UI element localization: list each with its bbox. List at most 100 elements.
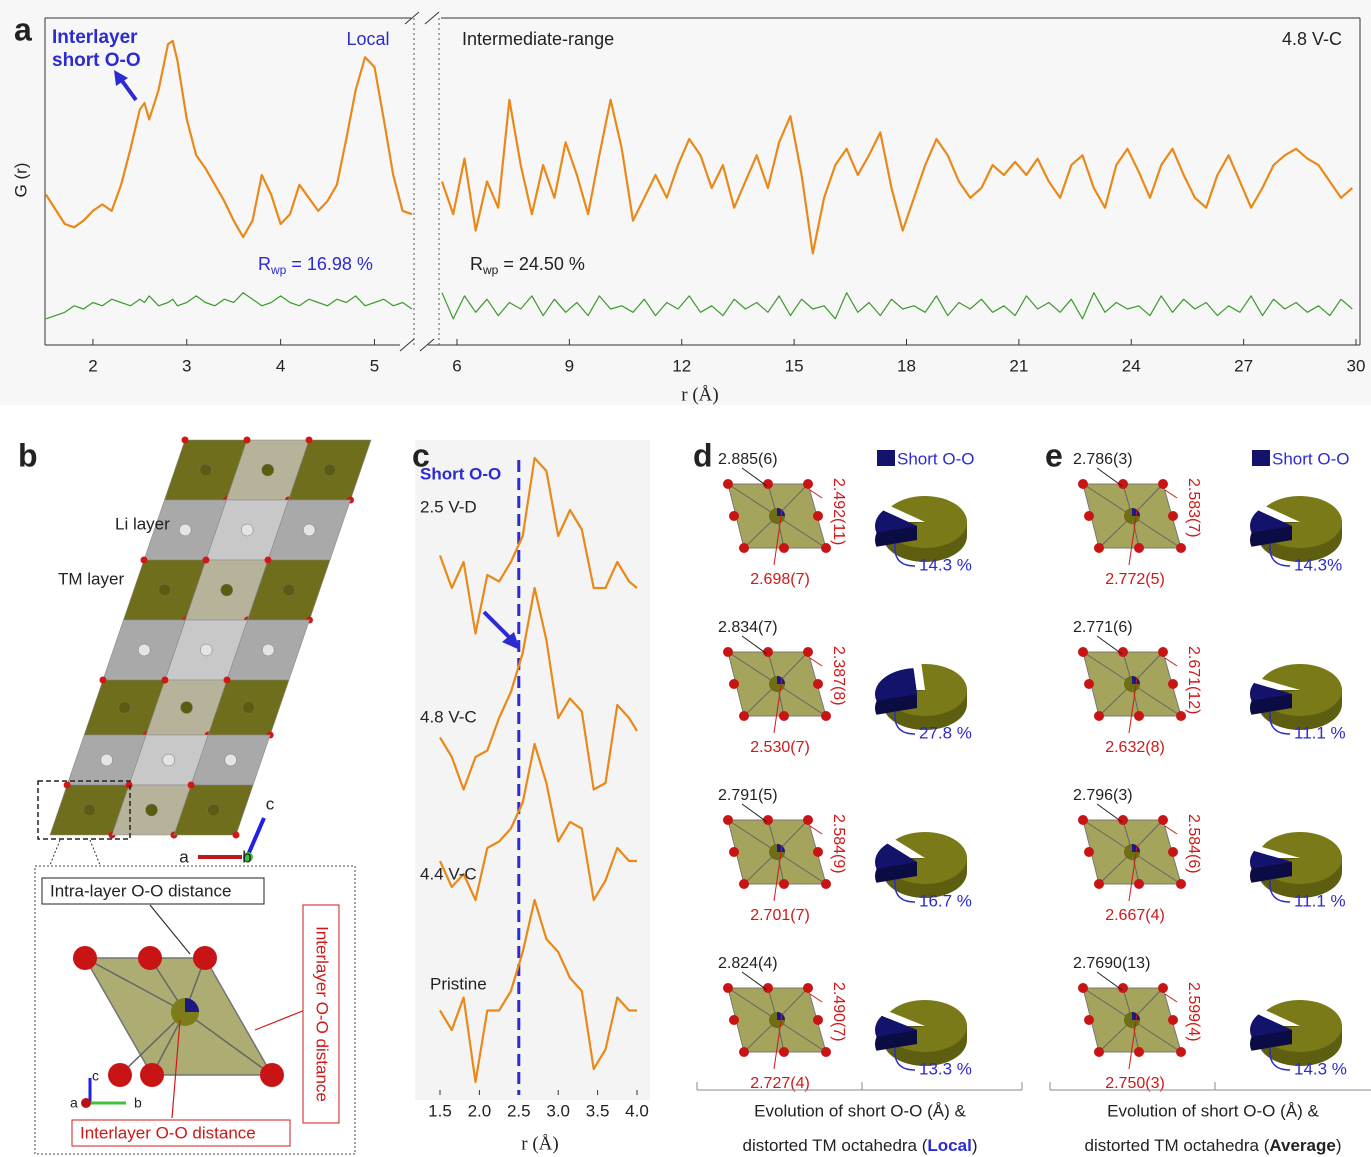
cross-distance: 2.698(7): [750, 571, 810, 588]
value-label: 16.7 %: [919, 891, 972, 910]
value-label: 14.3 %: [919, 555, 972, 574]
oxygen: [202, 557, 209, 564]
oxygen: [729, 847, 739, 857]
legend-label: Short O-O: [897, 449, 974, 468]
series-label: 4.8 V-C: [420, 707, 477, 726]
rwp-subscript: wp: [482, 263, 499, 277]
x-tick-label: 2.0: [468, 1101, 492, 1120]
oxygen: [1078, 479, 1088, 489]
inter-label: Interlayer O-O distance: [313, 926, 332, 1102]
x-tick-label: 21: [1009, 356, 1028, 375]
x-axis-label: r (Å): [521, 1133, 558, 1154]
oxygen: [1134, 1047, 1144, 1057]
panel-label: a: [14, 11, 32, 47]
inter-distance: 2.599(4): [1185, 982, 1202, 1042]
oxygen: [193, 946, 217, 970]
intra-distance: 2.796(3): [1073, 787, 1133, 804]
oxygen: [138, 946, 162, 970]
atom: [303, 524, 315, 536]
intra-distance: 2.885(6): [718, 451, 778, 468]
legend-swatch: [1252, 450, 1270, 466]
x-tick-label: 2: [88, 356, 97, 375]
caption-part: ): [1336, 1136, 1342, 1155]
oxygen: [813, 511, 823, 521]
oxygen: [1168, 847, 1178, 857]
caption-emphasis: Average: [1269, 1136, 1335, 1155]
figure: 2345Rwp = 16.98 %6912151821242730Rwp = 2…: [0, 0, 1371, 1157]
oxygen: [108, 1063, 132, 1087]
x-tick-label: 27: [1234, 356, 1253, 375]
axis-label: a: [179, 847, 189, 866]
oxygen: [779, 711, 789, 721]
x-tick-label: 24: [1122, 356, 1141, 375]
caption-part: ): [972, 1136, 978, 1155]
callout-arrow: [1097, 972, 1122, 990]
oxygen: [803, 983, 813, 993]
callout-line: [90, 840, 100, 865]
atom: [146, 804, 158, 816]
inter-distance: 2.584(6): [1185, 814, 1202, 874]
oxygen: [1134, 543, 1144, 553]
axis-dot: [81, 1098, 91, 1108]
intra-distance: 2.786(3): [1073, 451, 1133, 468]
axis-label: c: [266, 794, 275, 813]
x-tick-label: 3.5: [586, 1101, 610, 1120]
value-label: 11.1 %: [1294, 723, 1346, 742]
segment-title: Intermediate-range: [462, 29, 614, 49]
oxygen: [1094, 879, 1104, 889]
oxygen: [1158, 479, 1168, 489]
atom: [221, 584, 233, 596]
x-axis-label: r (Å): [681, 384, 718, 405]
oxygen: [233, 832, 240, 839]
value-label: 14.3%: [1294, 555, 1342, 574]
intra-distance: 2.771(6): [1073, 619, 1133, 636]
oxygen: [779, 879, 789, 889]
atom: [200, 464, 212, 476]
oxygen: [723, 647, 733, 657]
atom: [119, 702, 131, 714]
x-tick-label: 30: [1347, 356, 1366, 375]
oxygen: [1176, 1047, 1186, 1057]
layer-label: Li layer: [115, 514, 170, 533]
oxygen: [1084, 511, 1094, 521]
caption-part: distorted TM octahedra (: [743, 1136, 928, 1155]
oxygen: [1158, 983, 1168, 993]
oxygen: [821, 711, 831, 721]
oxygen: [73, 946, 97, 970]
rwp-symbol: R: [470, 254, 483, 274]
x-tick-label: 9: [565, 356, 574, 375]
reference-label: Short O-O: [420, 464, 501, 483]
x-tick-label: 18: [897, 356, 916, 375]
intra-label: Intra-layer O-O distance: [50, 881, 231, 900]
legend-swatch: [877, 450, 895, 466]
atom: [163, 754, 175, 766]
oxygen: [821, 879, 831, 889]
inter-distance: 2.583(7): [1185, 478, 1202, 538]
oxygen: [99, 677, 106, 684]
oxygen: [739, 711, 749, 721]
oxygen: [739, 879, 749, 889]
oxygen: [821, 1047, 831, 1057]
segment-subtitle: 4.8 V-C: [1282, 29, 1342, 49]
value-label: 27.8 %: [919, 723, 972, 742]
series-label: 4.4 V-C: [420, 864, 477, 883]
oxygen: [1168, 1015, 1178, 1025]
series-label: 2.5 V-D: [420, 497, 477, 516]
panel-c-background: [415, 440, 650, 1100]
inter-distance: 2.492(11): [830, 478, 847, 545]
callout-arrow: [150, 905, 190, 954]
intra-distance: 2.791(5): [718, 787, 778, 804]
atom: [208, 804, 220, 816]
callout-arrow: [1097, 636, 1122, 654]
cross-distance: 2.667(4): [1105, 907, 1165, 924]
x-tick-label: 15: [785, 356, 804, 375]
oxygen: [161, 677, 168, 684]
intra-distance: 2.7690(13): [1073, 955, 1150, 972]
x-tick-label: 6: [452, 356, 461, 375]
x-tick-label: 3: [182, 356, 191, 375]
oxygen: [729, 679, 739, 689]
oxygen: [723, 479, 733, 489]
atom: [283, 584, 295, 596]
oxygen: [126, 782, 133, 789]
x-tick-label: 4: [276, 356, 285, 375]
